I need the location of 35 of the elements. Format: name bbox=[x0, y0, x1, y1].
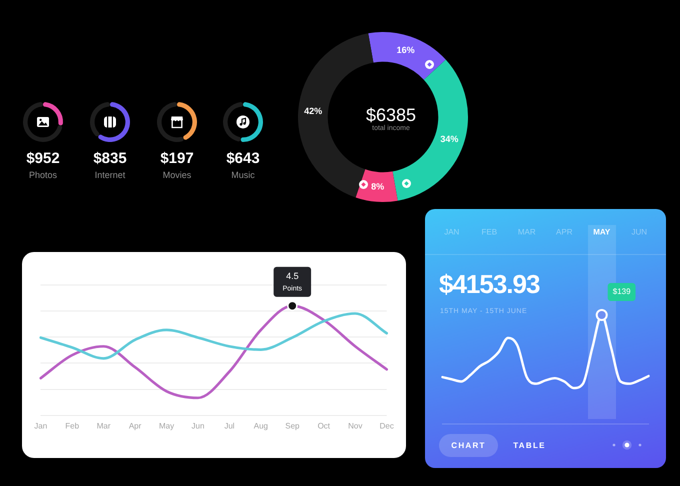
x-tick-label: Jan bbox=[34, 421, 48, 430]
x-tick-label: Aug bbox=[254, 421, 268, 430]
text: $643 bbox=[226, 150, 260, 167]
text: Photos bbox=[28, 170, 58, 180]
x-tick-label: Nov bbox=[348, 421, 362, 430]
text: $197 bbox=[160, 150, 194, 167]
text: $952 bbox=[26, 150, 60, 167]
x-tick-label: JAN bbox=[444, 227, 460, 236]
x-tick-label: May bbox=[158, 421, 174, 430]
x-tick-label: Oct bbox=[318, 421, 331, 430]
x-tick-label: MAR bbox=[518, 227, 536, 236]
x-tick-label: Jul bbox=[224, 421, 235, 430]
text: $6385 bbox=[366, 105, 416, 125]
text: Movies bbox=[162, 170, 192, 180]
text: $835 bbox=[93, 150, 127, 167]
x-tick-label: MAY bbox=[593, 227, 611, 236]
x-tick-label: FEB bbox=[481, 227, 498, 236]
chart-title: $4153.93 bbox=[439, 269, 540, 299]
data-label: 34% bbox=[440, 134, 458, 144]
x-tick-label: Apr bbox=[128, 421, 142, 430]
text: Internet bbox=[94, 170, 126, 180]
x-tick-label: JUN bbox=[631, 227, 648, 236]
x-tick-label: Dec bbox=[380, 421, 394, 430]
data-label: 42% bbox=[304, 106, 322, 116]
x-tick-label: Jun bbox=[192, 421, 204, 430]
tab-button: CHART bbox=[439, 434, 498, 457]
x-tick-label: Mar bbox=[96, 421, 111, 430]
x-tick-label: Feb bbox=[65, 421, 80, 430]
data-label: 8% bbox=[371, 181, 384, 192]
x-tick-label: Sep bbox=[285, 421, 300, 430]
data-label: 16% bbox=[396, 45, 415, 56]
x-tick-label: APR bbox=[556, 227, 573, 236]
text: Music bbox=[231, 170, 255, 180]
annotation: $139 bbox=[612, 287, 632, 296]
text: TABLE bbox=[512, 440, 547, 452]
